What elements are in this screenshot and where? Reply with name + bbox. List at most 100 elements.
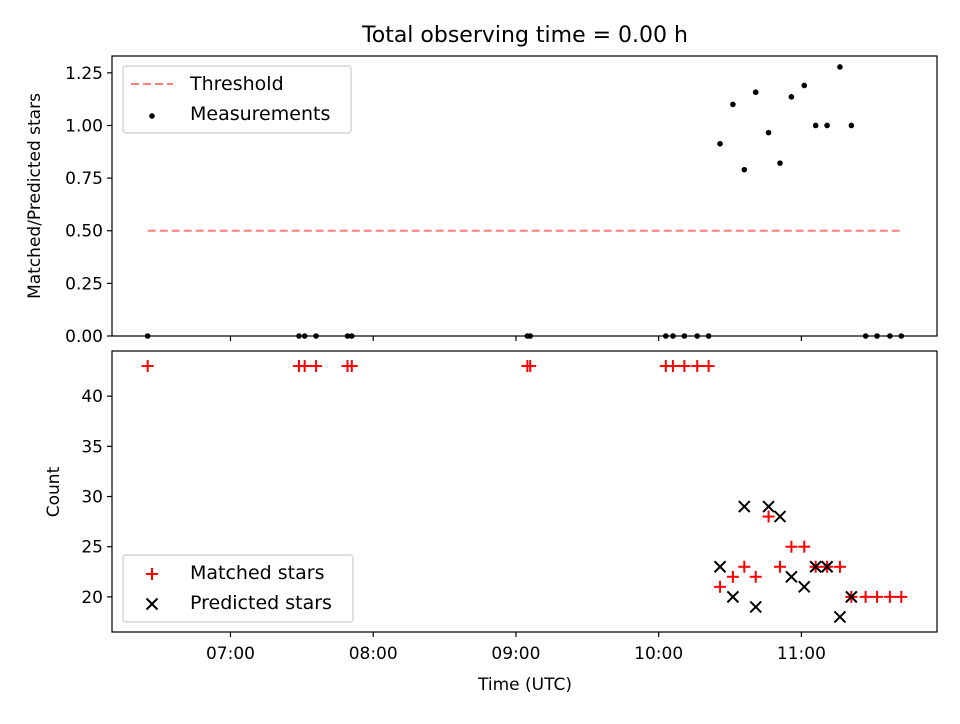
bottom-panel: Count Time (UTC) 20 25 30 35 40 07:00 08:00 09… [44,350,938,695]
top-plot-marks [144,64,905,339]
measurement-point [730,101,736,108]
top-y-tick-label: 0.50 [65,222,103,242]
matched-star-marker [524,360,537,373]
bottom-x-tick-label: 10:00 [634,644,683,664]
predicted-star-marker [798,580,811,594]
top-axes-frame [111,55,938,337]
matched-star-marker [726,570,739,583]
legend-predicted-x-b [145,597,159,611]
bottom-y-tick-label: 40 [81,387,103,407]
predicted-star-marker-b [809,560,822,573]
bottom-y-tick-label: 20 [81,588,103,608]
matched-star-marker [798,540,811,553]
top-y-axis-label: Matched/Predicted stars [25,93,45,299]
bottom-legend: Matched stars Predicted stars [122,554,354,623]
matched-star-marker [666,360,679,373]
measurement-point [837,64,843,70]
bottom-legend-box [122,554,354,623]
matched-star-marker [702,360,715,373]
bottom-x-tick-label: 09:00 [491,644,540,664]
matched-star-marker [141,360,154,373]
matched-star-marker [773,560,786,573]
matched-star-marker [883,590,896,603]
bottom-x-tick-label: 11:00 [777,644,826,664]
legend-matched-label: Matched stars [190,562,324,584]
bottom-y-tick-label: 35 [81,437,103,457]
measurement-point [801,82,808,89]
predicted-star-marker-b [713,560,727,573]
matched-star-marker [691,360,704,373]
top-chart-title: Total observing time = 0.00 h [361,23,688,48]
predicted-star-marker [845,590,858,604]
predicted-star-marker [833,610,847,624]
bottom-y-tick-label: 30 [81,488,103,508]
top-y-tick-label: 0.25 [65,274,103,294]
matched-star-marker [762,510,775,523]
predicted-star-marker-b [738,500,751,513]
predicted-star-marker-b [773,510,787,523]
bottom-x-tick-label: 07:00 [206,644,255,664]
predicted-star-marker-b [845,590,858,604]
top-panel: Total observing time = 0.00 h Matched/Pr… [25,23,938,347]
bottom-x-axis-label: Time (UTC) [477,675,572,695]
legend-predicted-label: Predicted stars [190,592,332,614]
predicted-star-marker [785,570,798,584]
measurement-point [788,94,795,100]
matched-star-marker [871,590,884,603]
predicted-star-marker [762,500,775,513]
matched-star-marker [678,360,691,373]
matched-star-marker [714,580,727,593]
top-y-ticks: 0.00 0.25 0.50 0.75 1.00 1.25 [65,64,112,347]
predicted-star-marker-b [762,500,775,513]
measurement-point [765,129,772,136]
bottom-x-ticks: 07:00 08:00 09:00 10:00 11:00 [206,632,826,664]
measurement-point [717,140,723,147]
predicted-star-marker-b [833,610,847,624]
top-y-tick-label: 1.00 [65,116,103,136]
predicted-star-marker [749,600,762,614]
predicted-star-marker-b [726,590,740,604]
matched-star-marker [749,570,762,583]
matched-star-marker [310,360,323,373]
bottom-axes-frame [111,350,938,633]
matched-star-marker [345,360,358,373]
predicted-star-marker [820,560,834,573]
measurement-point [812,122,819,129]
legend-matched-marker [146,568,158,580]
top-x-ticks [229,336,803,341]
legend-threshold-label: Threshold [189,73,284,95]
predicted-star-marker [773,510,787,523]
matched-star-marker [859,590,872,603]
bottom-plot-marks [141,360,908,624]
top-y-tick-label: 1.25 [65,64,103,84]
measurement-point [777,160,783,166]
legend-measurements-marker [149,113,155,119]
matched-star-marker [895,590,908,603]
measurement-point [752,89,759,96]
top-legend: Threshold Measurements [122,65,352,134]
predicted-star-marker [726,590,740,604]
predicted-star-marker [738,500,751,513]
bottom-x-tick-label: 08:00 [349,644,398,664]
top-y-tick-label: 0.75 [65,169,103,189]
predicted-star-marker-b [749,600,762,614]
legend-matched-plus [146,568,158,580]
matched-star-marker [785,540,798,553]
matched-star-marker [738,560,751,573]
matched-star-marker [298,360,311,373]
predicted-star-marker-b [820,560,834,573]
matched-star-marker [833,560,846,573]
measurement-point [741,166,748,173]
legend-measurements-label: Measurements [190,103,330,125]
bottom-y-tick-label: 25 [81,538,103,558]
bottom-y-ticks: 20 25 30 35 40 [81,387,112,608]
predicted-star-marker-b [798,580,811,594]
predicted-star-marker [713,560,727,573]
predicted-star-marker-b [785,570,798,584]
top-legend-box [122,65,352,134]
predicted-star-marker [809,560,822,573]
measurement-point [848,122,855,129]
measurement-point [824,122,830,129]
legend-predicted-marker [145,597,159,611]
